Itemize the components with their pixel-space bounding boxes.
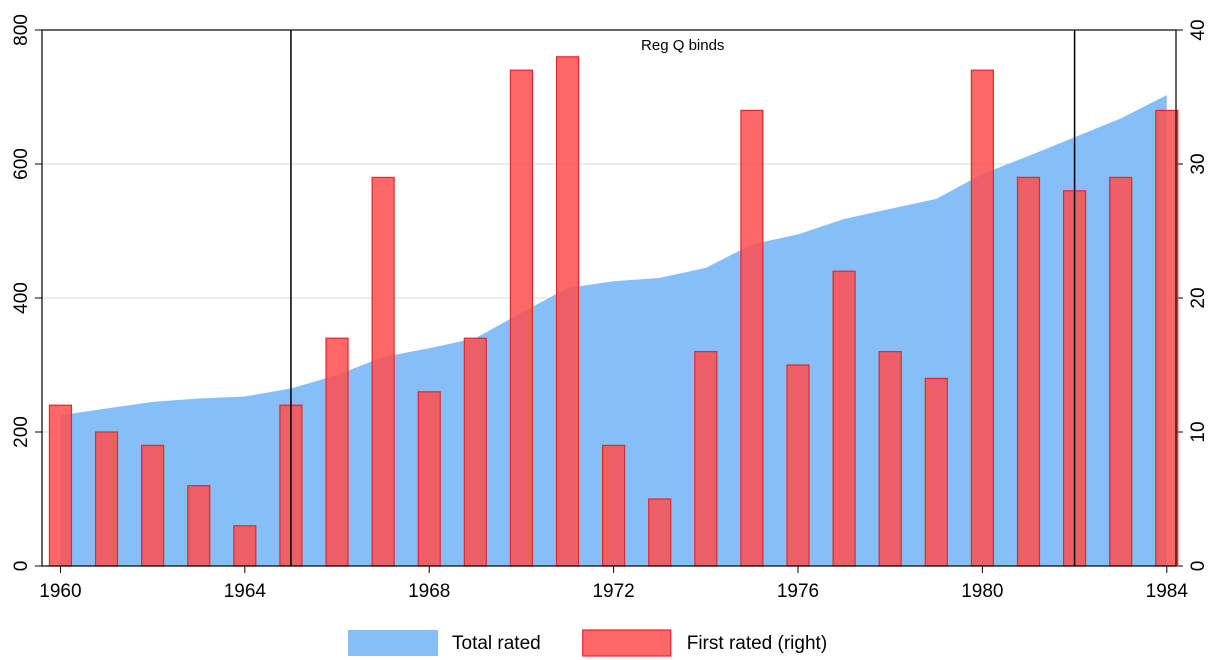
bar bbox=[555, 56, 580, 567]
y-tick-label: 800 bbox=[11, 14, 32, 46]
y-tick-label: 400 bbox=[11, 282, 32, 314]
bar bbox=[371, 176, 395, 567]
bar bbox=[233, 525, 257, 567]
x-tick-label: 1984 bbox=[1146, 581, 1189, 602]
legend-swatch bbox=[582, 629, 672, 657]
x-tick-label: 1972 bbox=[592, 581, 634, 602]
bar bbox=[509, 69, 534, 567]
bar bbox=[648, 498, 672, 567]
bar bbox=[924, 377, 948, 567]
bar bbox=[1155, 109, 1179, 567]
y2-tick-label: 30 bbox=[1188, 153, 1209, 174]
y-tick-label: 600 bbox=[11, 148, 32, 180]
x-tick-label: 1960 bbox=[39, 581, 81, 602]
y2-tick-label: 40 bbox=[1188, 19, 1209, 40]
y2-tick-label: 10 bbox=[1188, 421, 1209, 442]
legend: Total rated First rated (right) bbox=[348, 629, 827, 657]
bar bbox=[832, 270, 856, 567]
bar bbox=[1016, 176, 1041, 567]
y2-tick-label: 20 bbox=[1188, 287, 1209, 308]
bar bbox=[694, 351, 718, 567]
bar bbox=[48, 404, 73, 567]
bar bbox=[94, 431, 119, 567]
bar bbox=[878, 351, 902, 567]
bar bbox=[740, 109, 764, 567]
y2-tick-label: 0 bbox=[1188, 561, 1209, 572]
y-tick-label: 200 bbox=[11, 416, 32, 448]
bar bbox=[602, 444, 626, 567]
bar bbox=[1109, 176, 1133, 567]
y-tick-label: 0 bbox=[11, 561, 32, 572]
bar bbox=[786, 364, 810, 567]
bar bbox=[187, 485, 211, 567]
bar bbox=[325, 337, 349, 567]
legend-swatch bbox=[348, 630, 438, 656]
plot-frame bbox=[41, 29, 1177, 567]
bar bbox=[463, 337, 487, 567]
legend-label: Total rated bbox=[452, 633, 541, 654]
x-tick-label: 1968 bbox=[408, 581, 450, 602]
bar bbox=[417, 391, 441, 567]
x-tick-label: 1980 bbox=[961, 581, 1003, 602]
bar bbox=[970, 69, 994, 567]
legend-label: First rated (right) bbox=[687, 633, 827, 654]
annotation: Reg Q binds bbox=[641, 37, 724, 54]
x-tick-label: 1964 bbox=[224, 581, 267, 602]
x-tick-label: 1976 bbox=[777, 581, 819, 602]
bar bbox=[141, 444, 165, 567]
